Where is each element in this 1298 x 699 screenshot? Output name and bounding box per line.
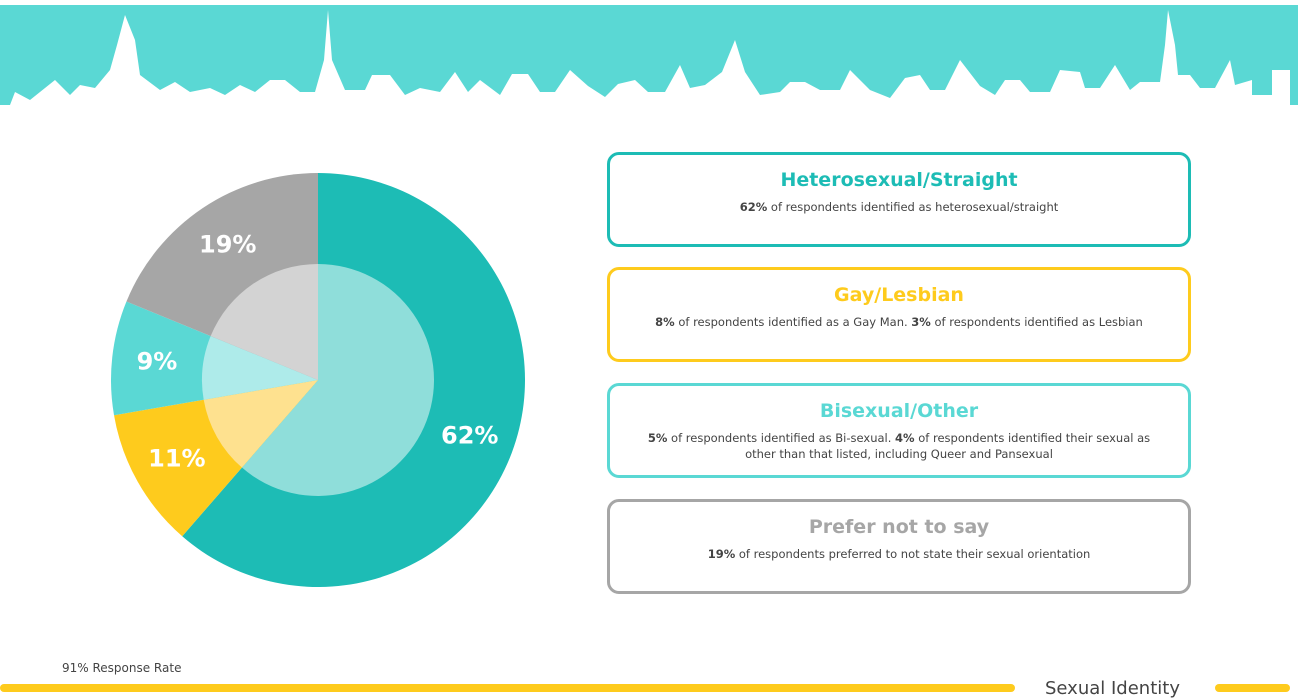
skyline-banner [0,5,1298,105]
footer-bar [0,684,1015,692]
card-text-part: 62% [740,200,768,214]
response-rate: 91% Response Rate [62,661,181,675]
data-label: 19% [199,230,256,258]
card-text-part: 8% [655,315,675,329]
info-card: Bisexual/Other 5% of respondents identifi… [607,383,1191,478]
card-text-part: 19% [708,547,736,561]
card-title: Bisexual/Other [640,400,1158,422]
data-label: 62% [441,422,498,450]
footer-bar [1215,684,1290,692]
card-text: 8% of respondents identified as a Gay Ma… [640,314,1158,330]
card-title: Heterosexual/Straight [640,169,1158,191]
section-title: Sexual Identity [1045,678,1180,699]
card-text-part: 5% [648,431,668,445]
info-card: Gay/Lesbian 8% of respondents identified … [607,267,1191,362]
card-text-part: of respondents identified as heterosexua… [767,200,1058,214]
card-title: Gay/Lesbian [640,284,1158,306]
card-text-part: of respondents identified as Bi-sexual. [667,431,895,445]
card-text-part: of respondents preferred to not state th… [735,547,1090,561]
card-text: 5% of respondents identified as Bi-sexua… [640,430,1158,462]
card-text-part: 4% [895,431,915,445]
card-text: 19% of respondents preferred to not stat… [640,546,1158,562]
data-label: 9% [137,347,178,375]
card-title: Prefer not to say [640,516,1158,538]
slide: 62% 11% 9% 19% 91% Response Rate Sexual Ide… [0,0,1298,699]
info-card: Prefer not to say 19% of respondents pref… [607,499,1191,594]
data-label: 11% [148,445,205,473]
card-text: 62% of respondents identified as heteros… [640,199,1158,215]
card-text-part: of respondents identified as a Gay Man. [675,315,912,329]
card-text-part: 3% [911,315,931,329]
info-card: Heterosexual/Straight 62% of respondents … [607,152,1191,247]
card-text-part: of respondents identified as Lesbian [931,315,1143,329]
